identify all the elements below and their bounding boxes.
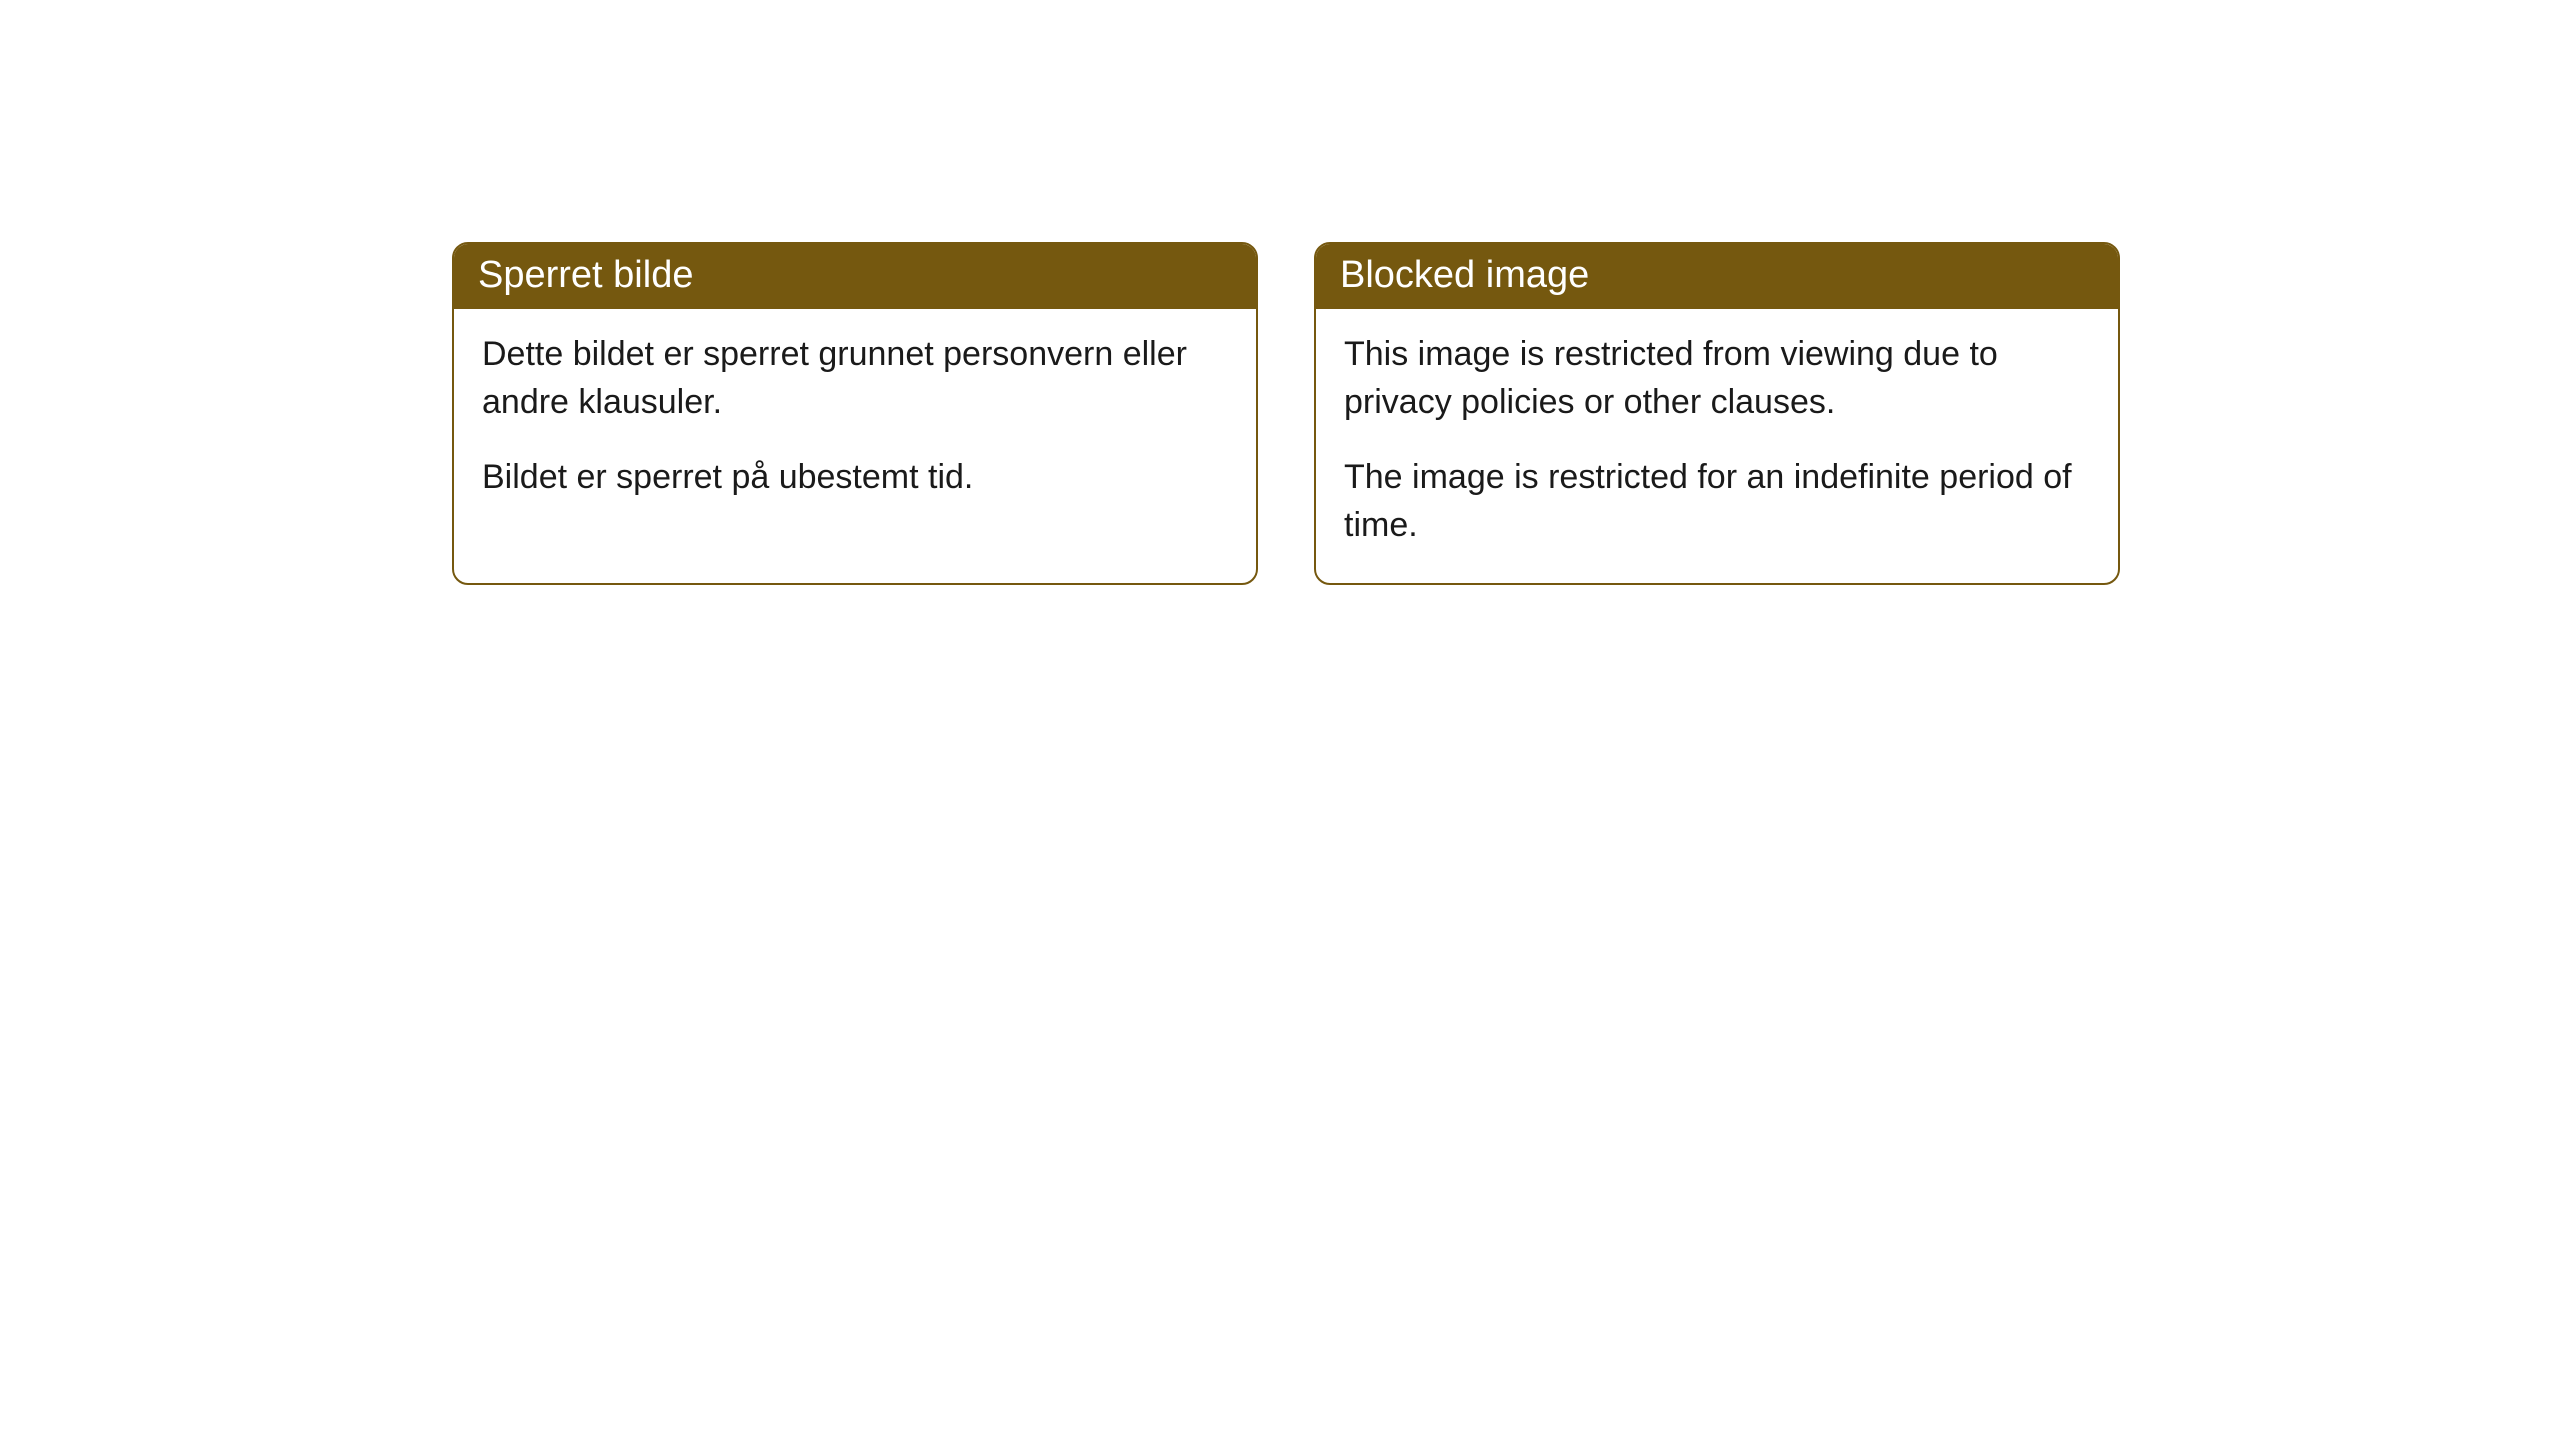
notice-cards-container: Sperret bilde Dette bildet er sperret gr… (452, 242, 2120, 585)
card-title: Sperret bilde (478, 254, 693, 296)
card-header-norwegian: Sperret bilde (454, 244, 1256, 309)
card-paragraph: Bildet er sperret på ubestemt tid. (482, 454, 1228, 502)
card-paragraph: This image is restricted from viewing du… (1344, 331, 2090, 426)
card-paragraph: Dette bildet er sperret grunnet personve… (482, 331, 1228, 426)
notice-card-norwegian: Sperret bilde Dette bildet er sperret gr… (452, 242, 1258, 585)
card-body-norwegian: Dette bildet er sperret grunnet personve… (454, 309, 1256, 536)
notice-card-english: Blocked image This image is restricted f… (1314, 242, 2120, 585)
card-title: Blocked image (1340, 254, 1589, 296)
card-paragraph: The image is restricted for an indefinit… (1344, 454, 2090, 549)
card-header-english: Blocked image (1316, 244, 2118, 309)
card-body-english: This image is restricted from viewing du… (1316, 309, 2118, 583)
